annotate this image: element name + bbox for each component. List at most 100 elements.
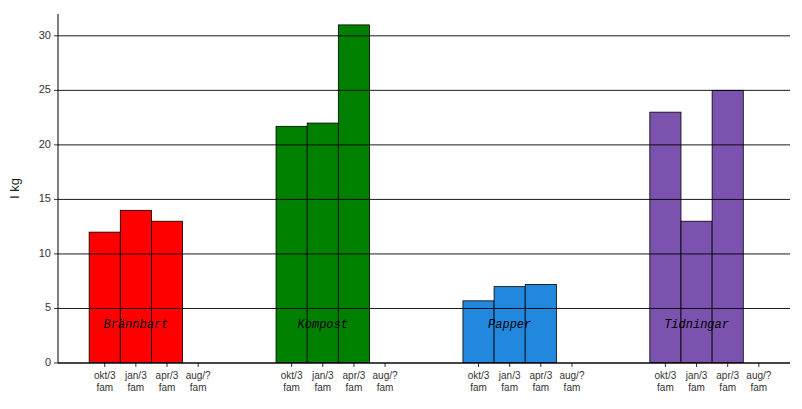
x-tick-label-line: fam bbox=[657, 382, 674, 393]
x-tick-label-line: apr/3 bbox=[156, 370, 179, 381]
x-tick-label-line: aug/? bbox=[746, 370, 771, 381]
y-tick-label: 25 bbox=[39, 83, 51, 95]
x-tick bbox=[509, 363, 510, 367]
x-tick-label: aug/?fam bbox=[186, 370, 211, 393]
x-tick bbox=[322, 363, 323, 367]
grid-line bbox=[58, 308, 790, 309]
x-tick bbox=[665, 363, 666, 367]
x-tick-label-line: apr/3 bbox=[716, 370, 739, 381]
bar bbox=[120, 210, 151, 363]
x-tick-label-line: okt/3 bbox=[281, 370, 303, 381]
x-tick-label-line: jan/3 bbox=[498, 370, 521, 381]
x-tick-label: okt/3fam bbox=[655, 370, 677, 393]
x-tick-label-line: fam bbox=[96, 382, 113, 393]
x-tick-label-line: fam bbox=[564, 382, 581, 393]
x-tick-label: okt/3fam bbox=[468, 370, 490, 393]
y-tick bbox=[54, 90, 58, 91]
x-tick-label-line: apr/3 bbox=[529, 370, 552, 381]
bar bbox=[681, 221, 712, 363]
x-tick-label-line: fam bbox=[719, 382, 736, 393]
x-tick-label: okt/3fam bbox=[94, 370, 116, 393]
x-tick-label: aug/?fam bbox=[559, 370, 584, 393]
bar bbox=[151, 221, 182, 363]
bar bbox=[89, 232, 120, 363]
grid-line bbox=[58, 253, 790, 254]
x-tick-label-line: fam bbox=[283, 382, 300, 393]
x-tick-label-line: fam bbox=[751, 382, 768, 393]
group-label: Brännbart bbox=[103, 318, 168, 332]
x-tick bbox=[353, 363, 354, 367]
grid-line bbox=[58, 144, 790, 145]
x-tick-label: jan/3fam bbox=[685, 370, 708, 393]
group-label: Kompost bbox=[298, 318, 348, 332]
x-tick-label-line: fam bbox=[346, 382, 363, 393]
x-tick-label-line: fam bbox=[314, 382, 331, 393]
x-tick-label-line: okt/3 bbox=[655, 370, 677, 381]
grid bbox=[58, 36, 790, 363]
x-tick-label-line: apr/3 bbox=[343, 370, 366, 381]
x-tick bbox=[478, 363, 479, 367]
y-axis-line bbox=[58, 14, 59, 363]
x-tick-label-line: fam bbox=[377, 382, 394, 393]
x-tick bbox=[758, 363, 759, 367]
grid-line bbox=[58, 363, 790, 364]
y-tick bbox=[54, 35, 58, 36]
x-tick-label: aug/?fam bbox=[746, 370, 771, 393]
x-tick-label: aug/?fam bbox=[373, 370, 398, 393]
y-tick bbox=[54, 363, 58, 364]
x-tick bbox=[727, 363, 728, 367]
y-tick-label: 15 bbox=[39, 192, 51, 204]
y-tick bbox=[54, 308, 58, 309]
x-tick-label-line: fam bbox=[190, 382, 207, 393]
x-tick bbox=[167, 363, 168, 367]
x-tick-label-line: fam bbox=[532, 382, 549, 393]
x-tick-label: apr/3fam bbox=[716, 370, 739, 393]
x-tick-label-line: jan/3 bbox=[685, 370, 708, 381]
group-label: Tidningar bbox=[664, 318, 729, 332]
y-axis-label: I kg bbox=[7, 178, 22, 199]
bars bbox=[89, 25, 743, 363]
y-tick bbox=[54, 144, 58, 145]
chart-container: 051015202530okt/3famjan/3famapr/3famaug/… bbox=[0, 0, 802, 409]
x-tick-label-line: fam bbox=[688, 382, 705, 393]
x-tick-label-line: aug/? bbox=[186, 370, 211, 381]
x-tick-label: okt/3fam bbox=[281, 370, 303, 393]
annotations: BrännbartKompostPapperTidningar bbox=[103, 318, 728, 332]
x-tick-label: apr/3fam bbox=[529, 370, 552, 393]
x-tick bbox=[291, 363, 292, 367]
x-tick bbox=[104, 363, 105, 367]
x-tick-label: jan/3fam bbox=[311, 370, 334, 393]
x-tick-label-line: jan/3 bbox=[311, 370, 334, 381]
x-tick-label: apr/3fam bbox=[156, 370, 179, 393]
y-tick-label: 20 bbox=[39, 138, 51, 150]
bar bbox=[338, 25, 369, 363]
grid-line bbox=[58, 199, 790, 200]
x-tick bbox=[385, 363, 386, 367]
y-tick-label: 5 bbox=[45, 301, 51, 313]
x-tick-label-line: fam bbox=[470, 382, 487, 393]
x-tick bbox=[571, 363, 572, 367]
x-tick bbox=[540, 363, 541, 367]
x-axis-line bbox=[58, 363, 790, 364]
y-tick-label: 0 bbox=[45, 356, 51, 368]
grid-line bbox=[58, 35, 790, 36]
x-tick-label: jan/3fam bbox=[498, 370, 521, 393]
x-tick-label-line: fam bbox=[128, 382, 145, 393]
axes: 051015202530okt/3famjan/3famapr/3famaug/… bbox=[39, 14, 790, 393]
x-tick-label: apr/3fam bbox=[343, 370, 366, 393]
y-tick bbox=[54, 253, 58, 254]
x-tick-label-line: aug/? bbox=[559, 370, 584, 381]
x-tick-label-line: fam bbox=[501, 382, 518, 393]
y-tick-label: 30 bbox=[39, 29, 51, 41]
x-tick bbox=[198, 363, 199, 367]
chart-svg: 051015202530okt/3famjan/3famapr/3famaug/… bbox=[0, 0, 802, 409]
x-tick-label-line: fam bbox=[159, 382, 176, 393]
x-tick-label-line: okt/3 bbox=[468, 370, 490, 381]
x-tick-label: jan/3fam bbox=[124, 370, 147, 393]
x-tick-label-line: jan/3 bbox=[124, 370, 147, 381]
x-tick-label-line: okt/3 bbox=[94, 370, 116, 381]
x-tick-label-line: aug/? bbox=[373, 370, 398, 381]
x-tick bbox=[696, 363, 697, 367]
y-tick-label: 10 bbox=[39, 247, 51, 259]
y-tick bbox=[54, 199, 58, 200]
